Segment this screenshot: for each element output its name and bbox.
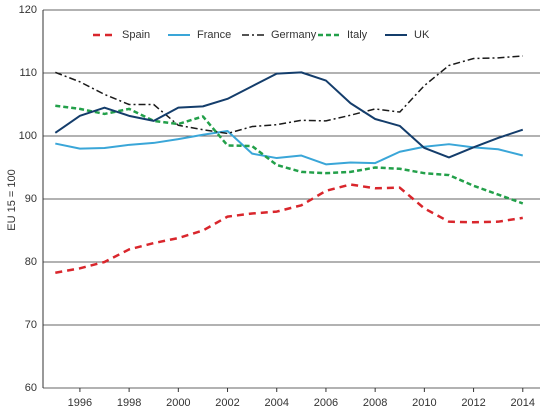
legend-label: Italy — [347, 29, 368, 41]
x-tick-label: 2008 — [363, 397, 387, 409]
x-tick-label: 2004 — [264, 397, 288, 409]
line-series — [55, 55, 523, 135]
x-tick-label: 1996 — [68, 397, 92, 409]
x-tick-label: 2000 — [166, 397, 190, 409]
x-tick-label: 2002 — [215, 397, 239, 409]
legend-label: Spain — [122, 29, 150, 41]
x-tick-label: 2014 — [511, 397, 535, 409]
y-tick-label: 60 — [25, 382, 37, 394]
y-tick-label: 70 — [25, 319, 37, 331]
legend-label: UK — [414, 29, 430, 41]
y-tick-label: 90 — [25, 193, 37, 205]
y-tick-label: 80 — [25, 256, 37, 268]
legend-label: France — [197, 29, 231, 41]
line-series — [55, 183, 523, 274]
legend-label: Germany — [271, 29, 317, 41]
y-tick-label: 110 — [19, 67, 37, 79]
y-tick-label: 100 — [19, 130, 37, 142]
line-series — [55, 129, 524, 166]
x-tick-label: 2006 — [314, 397, 338, 409]
y-tick-label: 120 — [19, 4, 37, 16]
x-tick-label: 2010 — [412, 397, 436, 409]
line-series — [55, 104, 524, 205]
line-series — [54, 71, 524, 159]
x-tick-label: 1998 — [117, 397, 141, 409]
y-axis-label: EU 15 = 100 — [6, 169, 18, 230]
x-tick-label: 2012 — [461, 397, 485, 409]
